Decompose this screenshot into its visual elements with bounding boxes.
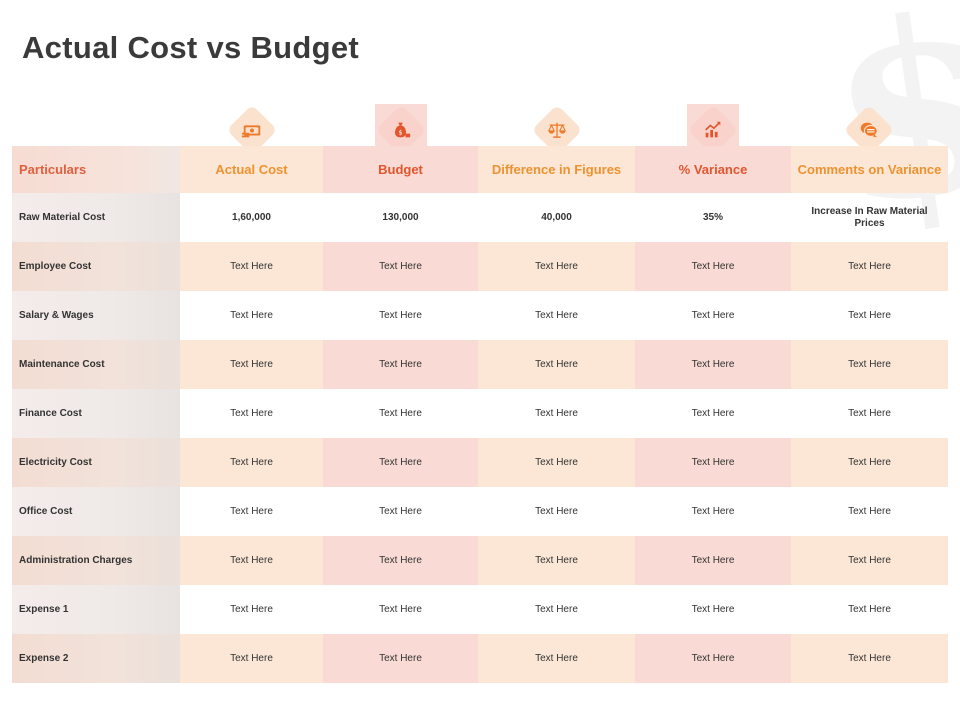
- row-label: Maintenance Cost: [12, 340, 180, 389]
- cell-comments: Text Here: [791, 438, 948, 487]
- cell-budget: Text Here: [379, 506, 422, 517]
- table-row: Office Cost Text Here Text Here Text Her…: [12, 487, 948, 536]
- header-difference: Difference in Figures: [478, 146, 635, 193]
- header-row: Particulars Actual Cost Budget Differenc…: [12, 146, 948, 193]
- row-label: Administration Charges: [12, 536, 180, 585]
- cell-variance: Text Here: [635, 438, 791, 487]
- cell-budget: Text Here: [323, 340, 478, 389]
- cell-actual-cost: 1,60,000: [232, 211, 271, 223]
- cell-difference: 40,000: [541, 211, 572, 223]
- cell-actual-cost: Text Here: [180, 536, 323, 585]
- table-row: Salary & Wages Text Here Text Here Text …: [12, 291, 948, 340]
- cell-budget: Text Here: [323, 438, 478, 487]
- cell-variance: Text Here: [691, 408, 735, 419]
- header-comments: Comments on Variance: [791, 146, 948, 193]
- header-variance: % Variance: [635, 146, 791, 193]
- cell-actual-cost: Text Here: [230, 408, 273, 419]
- cell-comments: Text Here: [791, 634, 948, 683]
- cell-difference: Text Here: [535, 506, 578, 517]
- cell-variance: Text Here: [635, 634, 791, 683]
- row-label: Salary & Wages: [12, 291, 180, 340]
- row-label: Employee Cost: [12, 242, 180, 291]
- header-actual-cost: Actual Cost: [180, 146, 323, 193]
- balance-scale-icon: [531, 104, 583, 156]
- row-label: Raw Material Cost: [12, 193, 180, 242]
- cell-comments: Text Here: [791, 242, 948, 291]
- cell-difference: Text Here: [478, 340, 635, 389]
- cell-budget: Text Here: [323, 536, 478, 585]
- cell-comments: Text Here: [848, 506, 891, 517]
- cell-difference: Text Here: [535, 310, 578, 321]
- cell-comments: Text Here: [791, 536, 948, 585]
- money-stack-icon: [226, 104, 278, 156]
- table-row: Finance Cost Text Here Text Here Text He…: [12, 389, 948, 438]
- header-budget: Budget: [323, 146, 478, 193]
- cell-comments: Text Here: [848, 604, 891, 615]
- cell-difference: Text Here: [478, 242, 635, 291]
- chat-bubbles-icon: [843, 104, 895, 156]
- row-label: Expense 1: [12, 585, 180, 634]
- cell-actual-cost: Text Here: [230, 506, 273, 517]
- table-row: Expense 1 Text Here Text Here Text Here …: [12, 585, 948, 634]
- cell-difference: Text Here: [478, 438, 635, 487]
- cell-variance: Text Here: [635, 242, 791, 291]
- row-label: Expense 2: [12, 634, 180, 683]
- row-label: Office Cost: [12, 487, 180, 536]
- table-row: Employee Cost Text Here Text Here Text H…: [12, 242, 948, 291]
- cell-actual-cost: Text Here: [180, 242, 323, 291]
- row-label: Finance Cost: [12, 389, 180, 438]
- cell-comments: Text Here: [848, 408, 891, 419]
- cell-comments: Increase In Raw Material Prices: [811, 205, 928, 229]
- cell-actual-cost: Text Here: [180, 634, 323, 683]
- table-row: Expense 2 Text Here Text Here Text Here …: [12, 634, 948, 683]
- cell-budget: Text Here: [323, 634, 478, 683]
- cell-budget: Text Here: [379, 408, 422, 419]
- cell-difference: Text Here: [478, 536, 635, 585]
- cell-budget: Text Here: [323, 242, 478, 291]
- cell-difference: Text Here: [478, 634, 635, 683]
- cell-variance: 35%: [702, 211, 723, 223]
- cell-actual-cost: Text Here: [180, 340, 323, 389]
- cell-budget: Text Here: [379, 604, 422, 615]
- page-title: Actual Cost vs Budget: [22, 30, 360, 65]
- cell-actual-cost: Text Here: [230, 604, 273, 615]
- svg-text:$: $: [399, 129, 403, 137]
- cell-variance: Text Here: [691, 310, 735, 321]
- cell-actual-cost: Text Here: [180, 438, 323, 487]
- cell-variance: Text Here: [635, 536, 791, 585]
- cell-difference: Text Here: [535, 604, 578, 615]
- cell-comments: Text Here: [848, 310, 891, 321]
- cost-budget-table: Particulars Actual Cost Budget Differenc…: [12, 146, 948, 683]
- cell-variance: Text Here: [691, 604, 735, 615]
- table-row: Electricity Cost Text Here Text Here Tex…: [12, 438, 948, 487]
- cell-budget: 130,000: [382, 211, 419, 223]
- cell-budget: Text Here: [379, 310, 422, 321]
- table-row: Raw Material Cost 1,60,000 130,000 40,00…: [12, 193, 948, 242]
- header-particulars: Particulars: [12, 146, 180, 193]
- table-row: Maintenance Cost Text Here Text Here Tex…: [12, 340, 948, 389]
- row-label: Electricity Cost: [12, 438, 180, 487]
- cell-actual-cost: Text Here: [230, 310, 273, 321]
- cell-variance: Text Here: [691, 506, 735, 517]
- table-row: Administration Charges Text Here Text He…: [12, 536, 948, 585]
- cell-difference: Text Here: [535, 408, 578, 419]
- cell-comments: Text Here: [791, 340, 948, 389]
- cell-variance: Text Here: [635, 340, 791, 389]
